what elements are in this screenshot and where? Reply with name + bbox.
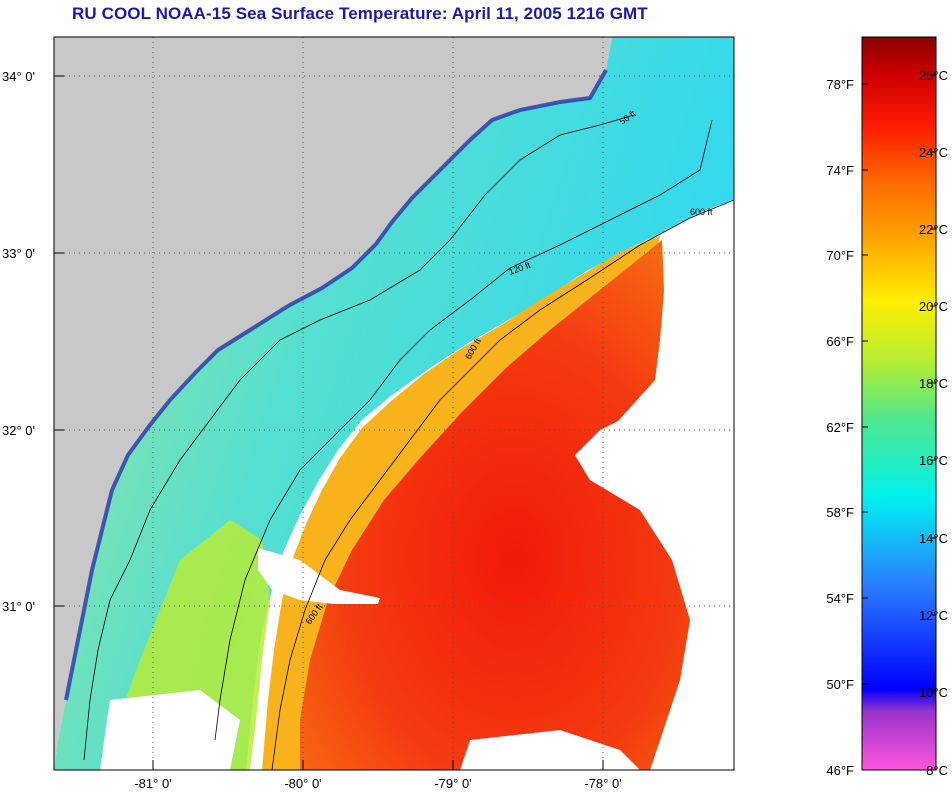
colorbar-c-label: 20°C <box>919 299 948 314</box>
map-area: 50 ft 600 ft 120 ft 600 ft 600 ft <box>54 37 734 770</box>
colorbar-f-label: 62°F <box>826 420 854 435</box>
land-mass <box>54 37 612 770</box>
colorbar-f-label: 74°F <box>826 163 854 178</box>
gulf-stream-water <box>300 240 690 770</box>
cloud-gap-south <box>100 690 240 770</box>
colorbar-ticks <box>862 74 936 693</box>
contour-600ft <box>271 199 734 770</box>
map-frame <box>53 36 735 771</box>
lat-label: 31° 0' <box>2 599 35 614</box>
lon-label: -81° 0' <box>134 776 171 791</box>
colorbar-f-label: 46°F <box>826 763 854 778</box>
lon-label: -80° 0' <box>284 776 321 791</box>
lat-label: 34° 0' <box>2 69 35 84</box>
cloud-gap-southeast <box>460 730 640 770</box>
colorbar-c-label: 22°C <box>919 222 948 237</box>
colorbar-c-label: 26°C <box>919 68 948 83</box>
colorbar <box>861 36 937 771</box>
colorbar-f-label: 70°F <box>826 248 854 263</box>
axis-ticks <box>54 75 604 770</box>
colorbar-f-label: 50°F <box>826 677 854 692</box>
lat-label: 32° 0' <box>2 423 35 438</box>
colorbar-c-label: 24°C <box>919 145 948 160</box>
lat-lon-grid <box>54 37 734 770</box>
colorbar-c-label: 14°C <box>919 531 948 546</box>
coastline <box>64 69 608 701</box>
cloud-gap-east <box>575 390 734 770</box>
colorbar-c-label: 16°C <box>919 453 948 468</box>
contour-50ft <box>83 114 635 761</box>
colorbar-c-label: 8°C <box>926 763 948 778</box>
contour-label: 600 ft <box>690 207 713 217</box>
colorbar-c-label: 18°C <box>919 376 948 391</box>
colorbar-f-label: 58°F <box>826 505 854 520</box>
colorbar-f-label: 78°F <box>826 77 854 92</box>
lon-label: -78° 0' <box>584 776 621 791</box>
lon-label: -79° 0' <box>434 776 471 791</box>
colorbar-f-label: 54°F <box>826 591 854 606</box>
contour-120ft <box>214 119 713 741</box>
map-title: RU COOL NOAA-15 Sea Surface Temperature:… <box>72 4 648 23</box>
lat-label: 33° 0' <box>2 246 35 261</box>
colorbar-f-label: 66°F <box>826 334 854 349</box>
colorbar-c-label: 10°C <box>919 685 948 700</box>
colorbar-c-label: 12°C <box>919 608 948 623</box>
